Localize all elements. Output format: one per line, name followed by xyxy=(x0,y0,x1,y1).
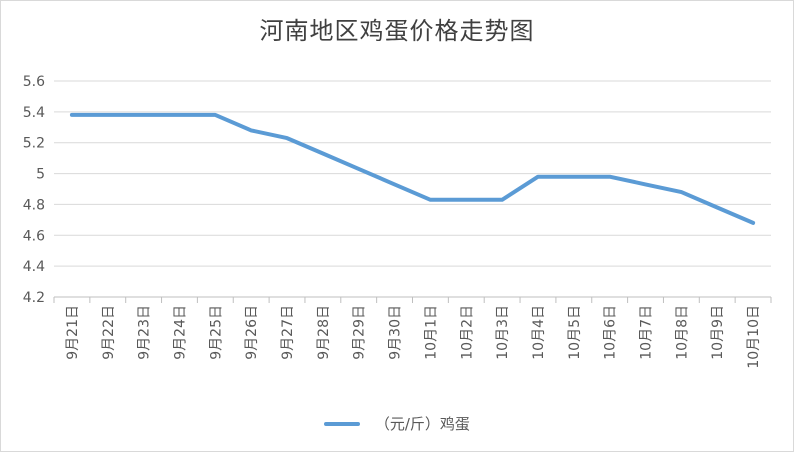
data-point xyxy=(70,113,74,117)
data-point xyxy=(357,167,361,171)
chart-title: 河南地区鸡蛋价格走势图 xyxy=(259,17,535,45)
x-tick-label: 9月30日 xyxy=(388,305,404,360)
x-tick-label: 10月1日 xyxy=(423,305,439,360)
y-tick-label: 4.4 xyxy=(23,259,45,275)
x-tick-label: 10月9日 xyxy=(710,305,726,360)
x-tick-label: 9月25日 xyxy=(208,305,224,360)
x-tick-label: 10月3日 xyxy=(495,305,511,360)
data-point xyxy=(106,113,110,117)
y-tick-label: 5.6 xyxy=(23,74,45,90)
x-tick-label: 10月5日 xyxy=(567,305,583,360)
x-tick-label: 9月21日 xyxy=(65,305,81,360)
data-point xyxy=(464,198,468,202)
x-tick-label: 10月7日 xyxy=(639,305,655,360)
data-point xyxy=(393,182,397,186)
data-point xyxy=(249,128,253,132)
data-point xyxy=(536,175,540,179)
x-tick-label: 9月27日 xyxy=(280,305,296,360)
x-tick-label: 9月23日 xyxy=(137,305,153,360)
series-line-egg xyxy=(69,112,756,225)
data-point xyxy=(608,175,612,179)
data-point xyxy=(500,198,504,202)
data-point xyxy=(321,152,325,156)
data-point xyxy=(428,198,432,202)
data-point xyxy=(679,190,683,194)
y-tick-label: 4.6 xyxy=(23,228,45,244)
legend-line-swatch xyxy=(324,421,361,426)
x-tick-label: 9月24日 xyxy=(172,305,188,360)
x-tick-label: 9月28日 xyxy=(316,305,332,360)
legend: （元/斤）鸡蛋 xyxy=(1,413,793,434)
data-point xyxy=(213,113,217,117)
data-point xyxy=(177,113,181,117)
y-tick-label: 5.4 xyxy=(23,105,45,121)
x-tick-label: 9月29日 xyxy=(352,305,368,360)
data-point xyxy=(572,175,576,179)
legend-label: （元/斤）鸡蛋 xyxy=(374,415,470,433)
x-tick-label: 10月6日 xyxy=(603,305,619,360)
x-tick-label: 9月22日 xyxy=(101,305,117,360)
x-tick-label: 9月26日 xyxy=(244,305,260,360)
data-point xyxy=(644,182,648,186)
data-point xyxy=(751,221,755,225)
y-tick-label: 5 xyxy=(36,167,45,183)
y-tick-label: 4.2 xyxy=(23,290,45,306)
x-tick-label: 10月8日 xyxy=(674,305,690,360)
data-point xyxy=(715,206,719,210)
x-tick-label: 10月4日 xyxy=(531,305,547,360)
y-tick-label: 5.2 xyxy=(23,136,45,152)
x-tick-label: 10月10日 xyxy=(746,305,762,369)
data-point xyxy=(142,113,146,117)
y-tick-label: 4.8 xyxy=(23,197,45,213)
data-point xyxy=(285,136,289,140)
x-tick-label: 10月2日 xyxy=(459,305,475,360)
